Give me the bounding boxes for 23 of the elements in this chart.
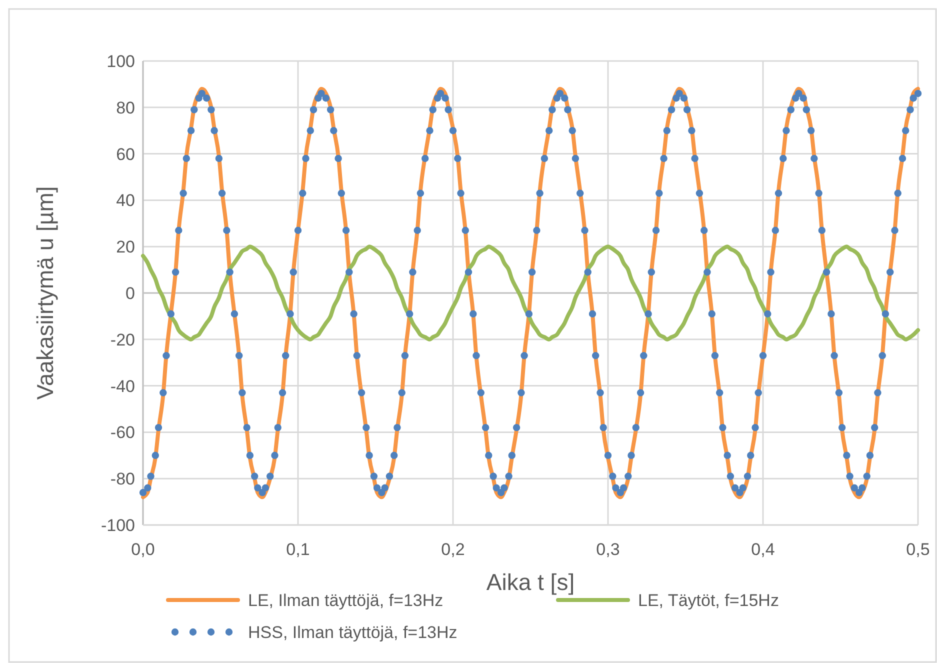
y-tick-label: -60 bbox=[110, 423, 135, 442]
y-tick-label: 100 bbox=[106, 52, 135, 71]
y-axis-title: Vaakasiirtymä u [µm] bbox=[32, 186, 58, 400]
y-tick-label: 60 bbox=[116, 144, 135, 164]
x-tick-label: 0,5 bbox=[906, 540, 930, 559]
y-tick-label: 80 bbox=[116, 98, 135, 118]
x-tick-label: 0,1 bbox=[286, 540, 310, 559]
y-tick-label: 40 bbox=[116, 191, 135, 210]
y-tick-label: -40 bbox=[110, 376, 135, 396]
x-tick-label: 0,4 bbox=[751, 540, 775, 559]
x-tick-label: 0,3 bbox=[596, 540, 620, 559]
x-tick-label: 0,0 bbox=[131, 540, 155, 559]
legend-label: LE, Täytöt, f=15Hz bbox=[638, 591, 779, 610]
y-tick-label: 0 bbox=[126, 284, 135, 303]
x-axis-title: Aika t [s] bbox=[486, 569, 575, 595]
legend-label: LE, Ilman täyttöjä, f=13Hz bbox=[248, 591, 444, 610]
legend-label: HSS, Ilman täyttöjä, f=13Hz bbox=[248, 623, 458, 642]
y-tick-label: 20 bbox=[116, 238, 135, 257]
y-tick-label: -20 bbox=[110, 330, 135, 350]
y-tick-label: -100 bbox=[100, 516, 135, 535]
y-tick-label: -80 bbox=[110, 470, 135, 489]
line-series bbox=[141, 244, 920, 342]
x-tick-label: 0,2 bbox=[441, 540, 465, 559]
